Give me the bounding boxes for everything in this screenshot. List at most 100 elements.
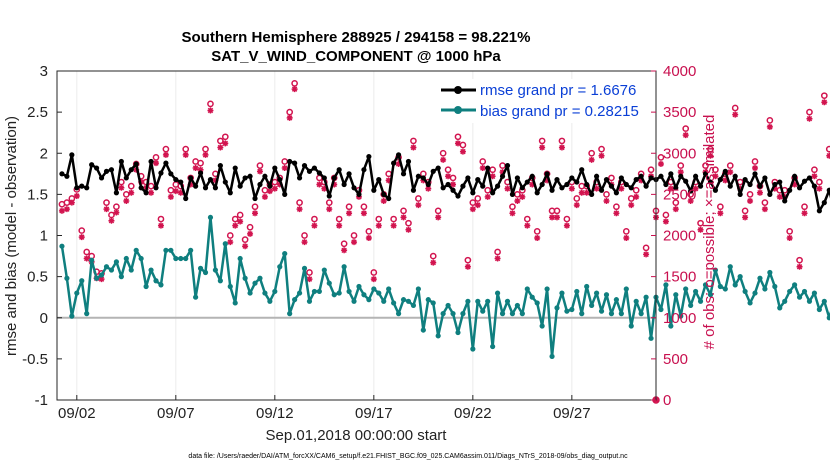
assimilated-obs-point [450,181,457,188]
rmse-series [59,152,830,214]
rmse-point [346,171,352,177]
bias-point [455,329,461,336]
rmse-point [673,185,679,191]
bias-point [643,294,649,300]
assimilated-obs-point [603,197,610,204]
possible-obs-point [256,162,264,169]
assimilated-obs-point [588,156,595,163]
bias-point [514,302,520,309]
assimilated-obs-point [242,243,249,250]
possible-obs-point [434,207,442,215]
rmse-point [549,187,555,193]
rmse-point [480,183,486,189]
rmse-point [400,171,407,177]
bias-point [143,283,149,290]
bias-point [475,298,481,304]
possible-obs-point [677,162,685,169]
assimilated-obs-point [346,210,353,217]
assimilated-obs-point [806,115,813,122]
rmse-point [59,171,65,177]
rmse-point [197,170,204,176]
rmse-point [792,173,798,179]
bias-point [94,275,100,281]
bias-point [470,346,476,352]
possible-obs-point [236,211,244,219]
rmse-point [113,190,120,196]
rmse-point [816,208,822,214]
rmse-point [485,165,491,171]
possible-obs-point [657,154,665,161]
assimilated-obs-point [341,247,348,254]
possible-obs-point [454,133,462,141]
possible-obs-point [375,215,383,223]
rmse-point [331,175,337,181]
possible-obs-point [291,79,298,87]
rmse-point [311,165,318,171]
rmse-point [415,173,421,179]
possible-obs-point [806,108,813,116]
assimilated-obs-point [613,210,620,217]
bias-point [153,278,159,284]
assimilated-obs-point [256,168,263,175]
rmse-point [153,185,159,191]
bias-point [237,255,243,262]
assimilated-obs-point [737,185,744,192]
rmse-point [598,187,605,193]
rmse-point [69,152,75,158]
assimilated-obs-point [524,222,531,229]
rmse-point [193,183,199,189]
rmse-point [123,175,129,181]
possible-obs-point [523,215,531,223]
assimilated-obs-point [578,189,585,196]
bias-point [603,292,610,298]
possible-obs-point [820,92,828,100]
possible-obs-point [152,154,160,161]
assimilated-obs-point [618,185,625,192]
assimilated-obs-point [266,188,273,195]
rmse-point [633,176,639,183]
possible-obs-point [400,207,407,215]
assimilated-obs-point [73,193,80,200]
bias-point [257,275,263,281]
bias-point [74,290,80,296]
bias-point [494,290,501,296]
y-left-tick-label: 1 [40,228,48,245]
rmse-point [821,200,827,206]
assimilated-obs-point [717,210,724,217]
rmse-point [623,181,629,188]
possible-obs-point [301,232,308,239]
rmse-point [732,173,738,179]
bias-point [549,353,555,360]
assimilated-obs-point [197,166,204,173]
assimilated-obs-point [657,160,664,167]
bias-point [118,274,124,280]
assimilated-obs-point [539,144,546,151]
assimilated-obs-point [380,197,387,204]
bias-point [673,292,679,298]
assimilated-obs-point [118,184,125,191]
assimilated-obs-point [509,210,516,217]
bias-point [762,286,768,292]
rmse-point [777,179,783,185]
assimilated-obs-point [445,173,452,180]
rmse-point [148,158,154,165]
y-left-tick-label: 0 [40,310,48,327]
rmse-point [742,176,748,183]
assimilated-obs-point [212,177,219,184]
bias-point [376,290,382,296]
bias-point [98,272,105,278]
possible-obs-point [726,162,734,169]
assimilated-obs-point [732,111,739,118]
rmse-point [108,167,115,173]
y-right-tick-label: 0 [663,392,671,409]
rmse-point [752,171,758,177]
rmse-point [361,167,367,173]
possible-obs-point [325,199,333,206]
assimilated-obs-point [672,206,679,213]
bias-point [826,315,830,321]
rmse-point [678,173,684,179]
x-tick-label: 09/07 [157,405,195,422]
rmse-point [178,179,184,185]
rmse-point [504,162,511,169]
bias-point [287,311,293,317]
